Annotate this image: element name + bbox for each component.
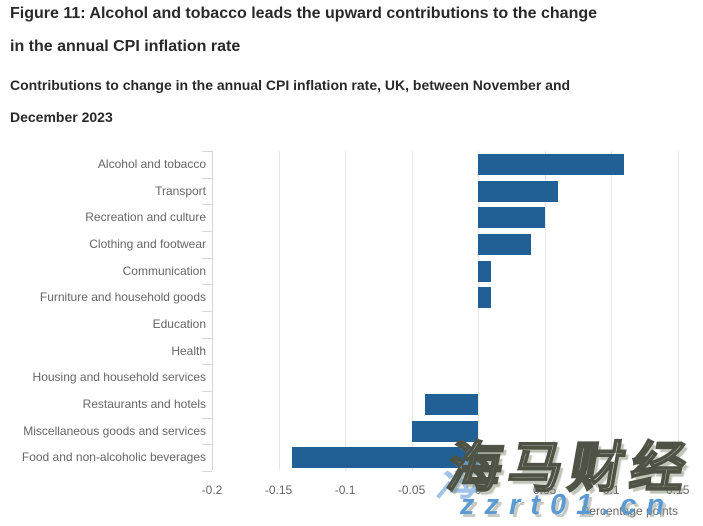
category-label: Restaurants and hotels bbox=[82, 397, 206, 411]
x-tick-label: 0.1 bbox=[602, 483, 620, 497]
gridline bbox=[411, 151, 413, 471]
chart-bar-communication bbox=[478, 260, 492, 282]
x-tick-label: -0.15 bbox=[264, 483, 293, 497]
gridline bbox=[345, 151, 347, 471]
x-tick-label: 0.15 bbox=[666, 483, 690, 497]
chart-bar-furniture-and-household-goods bbox=[478, 287, 492, 309]
chart-bar-recreation-and-culture bbox=[478, 207, 545, 229]
category-axis-tick bbox=[202, 417, 212, 419]
category-axis-tick bbox=[202, 177, 212, 179]
category-axis-tick bbox=[202, 337, 212, 339]
gridline bbox=[611, 151, 613, 471]
category-label: Alcohol and tobacco bbox=[97, 157, 206, 171]
gridline bbox=[544, 151, 546, 471]
chart-bar-alcohol-and-tobacco bbox=[478, 153, 625, 175]
category-label: Recreation and culture bbox=[85, 210, 206, 225]
x-tick-label: 0.05 bbox=[532, 483, 557, 497]
chart-bar-clothing-and-footwear bbox=[478, 233, 532, 255]
category-axis-line bbox=[212, 151, 213, 471]
x-tick-label: -0.2 bbox=[201, 483, 223, 497]
category-axis-tick bbox=[202, 151, 212, 152]
category-axis-tick bbox=[202, 471, 212, 472]
category-label: Food and non-alcoholic beverages bbox=[21, 450, 206, 465]
category-label: Transport bbox=[155, 183, 206, 198]
category-label: Clothing and footwear bbox=[89, 237, 206, 251]
x-tick-label: -0.05 bbox=[397, 483, 426, 497]
category-label: Miscellaneous goods and services bbox=[23, 423, 206, 438]
category-axis-tick bbox=[202, 311, 212, 312]
category-label: Communication bbox=[122, 263, 206, 278]
gridline bbox=[278, 151, 280, 471]
category-label: Education bbox=[152, 317, 206, 331]
category-axis-tick bbox=[202, 364, 212, 366]
chart-bar-transport bbox=[478, 180, 558, 202]
x-axis-title: Percentage points bbox=[581, 504, 678, 518]
category-label: Furniture and household goods bbox=[39, 290, 206, 305]
x-tick-label: -0.1 bbox=[334, 483, 356, 497]
category-axis-tick bbox=[202, 231, 212, 232]
gridline bbox=[677, 151, 679, 471]
category-label: Housing and household services bbox=[32, 370, 206, 385]
chart-bar-restaurants-and-hotels bbox=[424, 393, 479, 415]
figure-title: Figure 11: Alcohol and tobacco leads the… bbox=[10, 5, 598, 55]
category-axis-tick bbox=[202, 257, 212, 259]
gridline bbox=[478, 151, 480, 471]
category-axis-tick bbox=[202, 391, 212, 392]
category-axis-tick bbox=[202, 204, 212, 206]
chart-bar-miscellaneous-goods-and-services bbox=[411, 420, 479, 442]
category-axis-tick bbox=[202, 444, 212, 446]
category-axis-tick bbox=[202, 284, 212, 286]
figure-subtitle: Contributions to change in the annual CP… bbox=[10, 77, 571, 125]
chart-bar-food-and-non-alcoholic-beverages bbox=[291, 447, 479, 469]
x-tick-label: 0 bbox=[474, 483, 482, 497]
category-label: Health bbox=[171, 343, 206, 358]
